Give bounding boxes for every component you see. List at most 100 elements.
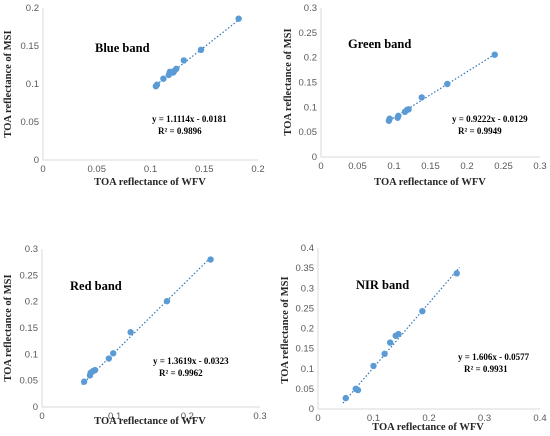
- y-tick-label: 0.3: [301, 283, 314, 294]
- y-tick-label: 0.3: [25, 244, 38, 255]
- data-point: [419, 307, 426, 315]
- y-axis-title: TOA reflectance of MSI: [280, 276, 291, 383]
- y-tick-label: 0.25: [299, 28, 318, 39]
- data-point: [105, 355, 113, 362]
- y-tick-label: 0.05: [21, 117, 40, 128]
- r-squared-label: R² = 0.9896: [158, 126, 202, 136]
- scatter-panel: 0 0.1 0.2 0.3 0 0.05 0.1 0.15 0.2 0.25 0.3 TOA refl…: [3, 244, 267, 427]
- regression-equation: y = 1.1114x - 0.0181: [152, 114, 227, 124]
- x-tick-label: 0.1: [387, 161, 400, 172]
- x-tick-label: 0.2: [422, 413, 435, 424]
- data-point: [395, 330, 402, 338]
- data-point: [354, 386, 362, 394]
- y-tick-label: 0.25: [20, 270, 39, 281]
- trendline: [81, 257, 212, 385]
- data-point: [453, 270, 460, 277]
- y-tick-label: 0.2: [301, 324, 314, 335]
- data-point: [110, 350, 117, 357]
- data-point: [370, 362, 377, 370]
- data-point: [342, 394, 349, 402]
- y-tick-label: 0.2: [25, 297, 38, 308]
- y-axis-title: TOA reflectance of MSI: [283, 28, 294, 135]
- x-tick-label: 0.15: [421, 161, 440, 172]
- data-point: [153, 81, 161, 88]
- scatter-panel: 0 0.05 0.1 0.15 0.2 0.25 0.3 0 0.05 0.1 0.15 0.2 0.2…: [283, 3, 547, 188]
- x-tick-label: 0.2: [251, 164, 264, 175]
- x-axis-title: TOA reflectance of WFV: [372, 422, 484, 433]
- y-axis-title: TOA reflectance of MSI: [3, 274, 14, 381]
- y-tick-label: 0.05: [299, 127, 318, 138]
- x-tick-label: 0: [40, 164, 45, 175]
- band-label: Red band: [70, 279, 122, 293]
- y-tick-label: 0.15: [20, 323, 39, 334]
- data-point: [163, 297, 171, 305]
- regression-equation: y = 1.606x - 0.0577: [458, 352, 530, 362]
- y-tick-label: 0.1: [26, 79, 39, 90]
- data-point: [386, 115, 393, 122]
- band-label: Blue band: [95, 41, 150, 55]
- x-tick-label: 0.3: [253, 411, 266, 422]
- data-point: [180, 57, 188, 64]
- x-tick-label: 0.2: [460, 161, 473, 172]
- x-tick-label: 0.1: [144, 164, 157, 175]
- r-squared-label: R² = 0.9949: [458, 126, 502, 136]
- data-point: [91, 366, 99, 374]
- y-tick-label: 0: [34, 155, 39, 166]
- data-point: [491, 51, 498, 58]
- r-squared-label: R² = 0.9962: [159, 368, 203, 378]
- x-tick-label: 0.05: [88, 164, 107, 175]
- x-tick-label: 0.1: [367, 413, 380, 424]
- data-point: [207, 256, 214, 263]
- data-point: [235, 15, 242, 22]
- data-point: [395, 112, 402, 119]
- x-tick-label: 0.2: [181, 411, 194, 422]
- y-tick-label: 0.3: [304, 3, 317, 14]
- y-axis-title: TOA reflectance of MSI: [3, 30, 14, 137]
- scatter-panel: 0 0.05 0.1 0.15 0.2 0 0.05 0.1 0.15 0.2 TOA reflec…: [3, 3, 265, 188]
- data-point: [418, 94, 425, 101]
- y-tick-label: 0.1: [301, 364, 314, 375]
- y-tick-label: 0.15: [299, 78, 318, 89]
- y-tick-label: 0: [309, 404, 314, 415]
- y-tick-label: 0.1: [25, 349, 38, 360]
- data-point: [160, 75, 167, 82]
- x-tick-label: 0.4: [533, 413, 546, 424]
- y-tick-label: 0.35: [296, 263, 315, 274]
- x-axis-title: TOA reflectance of WFV: [94, 177, 206, 188]
- x-tick-label: 0.3: [533, 161, 546, 172]
- x-tick-label: 0.15: [195, 164, 214, 175]
- data-point: [405, 106, 412, 113]
- regression-equation: y = 1.3619x - 0.0323: [153, 356, 229, 366]
- x-tick-label: 0: [315, 413, 320, 424]
- y-tick-label: 0.15: [296, 344, 315, 355]
- x-tick-label: 0.05: [348, 161, 367, 172]
- y-tick-label: 0.25: [296, 303, 315, 314]
- x-tick-label: 0: [318, 161, 323, 172]
- y-tick-label: 0.4: [301, 243, 314, 254]
- band-label: NIR band: [356, 278, 409, 292]
- data-point: [444, 80, 451, 88]
- y-tick-label: 0.2: [26, 3, 39, 14]
- x-tick-label: 0.3: [478, 413, 491, 424]
- x-tick-label: 0.1: [108, 411, 121, 422]
- y-tick-label: 0.1: [304, 102, 317, 113]
- x-tick-label: 0.25: [494, 161, 513, 172]
- x-axis-title: TOA reflectance of WFV: [94, 416, 206, 427]
- y-tick-label: 0: [312, 152, 317, 163]
- band-label: Green band: [348, 37, 411, 51]
- data-point: [173, 65, 180, 73]
- x-tick-label: 0: [39, 411, 44, 422]
- data-point: [386, 339, 394, 346]
- y-tick-label: 0.05: [296, 384, 315, 395]
- data-point: [80, 378, 88, 385]
- scatter-panel: 0 0.1 0.2 0.3 0.4 0 0.05 0.1 0.15 0.2 0.25 0.3 0.35 0…: [280, 243, 547, 433]
- data-point: [381, 350, 388, 358]
- y-tick-label: 0.05: [20, 376, 39, 387]
- x-axis-title: TOA reflectance of WFV: [374, 177, 486, 188]
- data-point: [127, 329, 134, 336]
- data-point: [197, 46, 205, 53]
- regression-equation: y = 0.9222x - 0.0129: [452, 114, 528, 124]
- y-tick-label: 0.15: [21, 41, 40, 52]
- y-tick-label: 0.2: [304, 53, 317, 64]
